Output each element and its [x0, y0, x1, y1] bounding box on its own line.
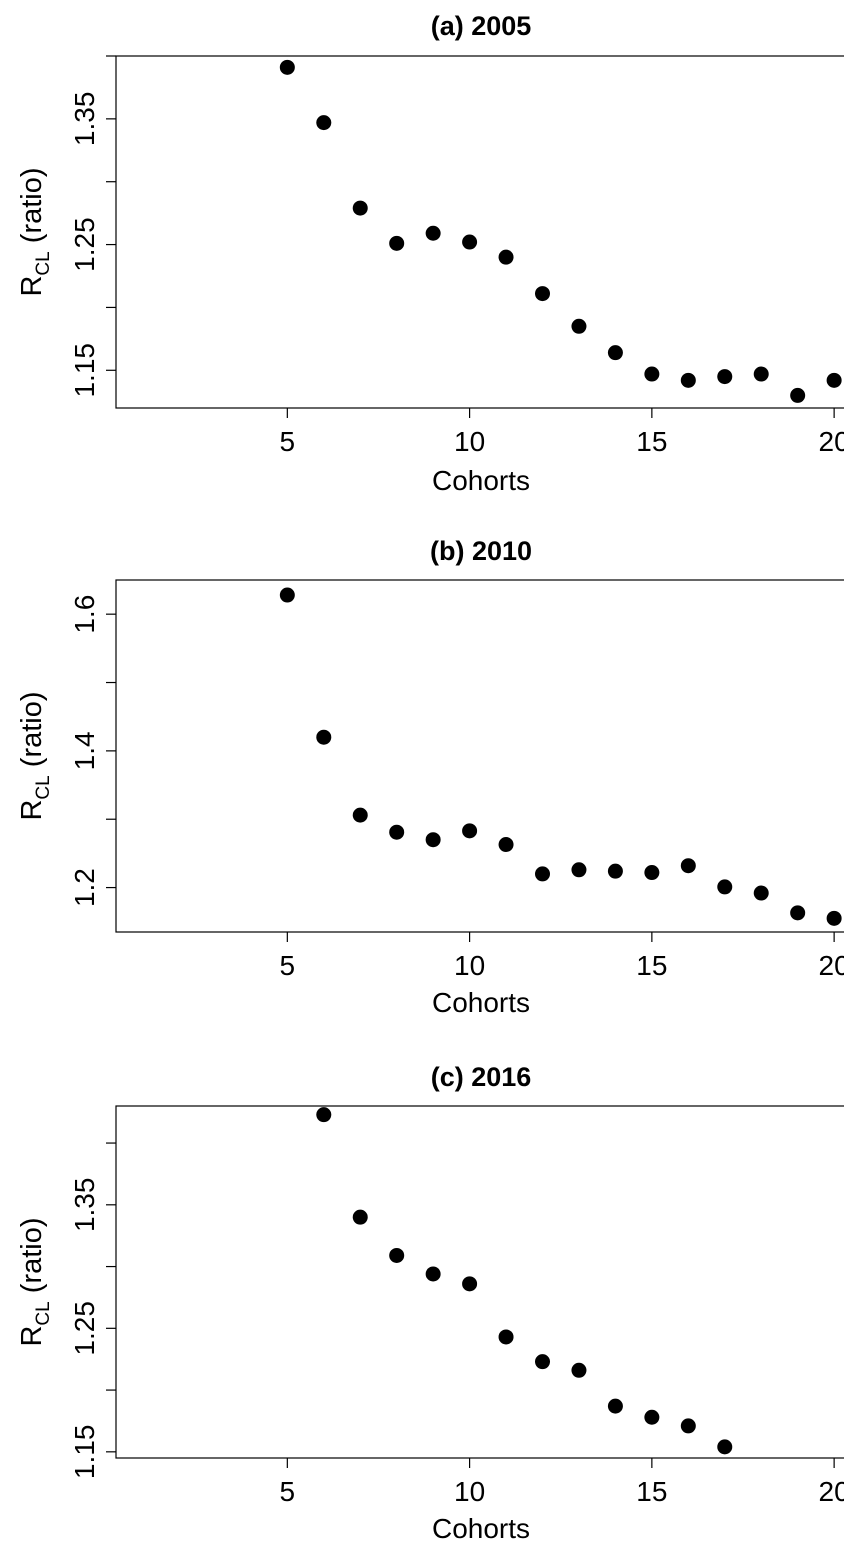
panel-b-y-axis-label-main: R [16, 800, 48, 821]
panel-b-data-point [571, 862, 587, 878]
panel-a-data-point [279, 59, 295, 75]
panel-c-title: (c) 2016 [431, 1062, 532, 1092]
panel-b-data-point [535, 866, 551, 882]
panel-c-y-ticks: 1.15 1.25 1.35 [69, 1142, 116, 1480]
panel-c-y-axis-label-sub: CL [33, 1301, 54, 1325]
panel-a-data-point [462, 234, 478, 250]
panel-a-x-ticks: 5 10 15 20 [280, 408, 844, 457]
panel-c-x-tick-label: 10 [454, 1476, 485, 1507]
panel-b-data-point [316, 729, 332, 745]
panel-b-x-tick-label: 10 [454, 950, 485, 981]
panel-b-x-tick-label: 15 [636, 950, 667, 981]
panel-c-x-tick-label: 5 [280, 1476, 296, 1507]
panel-a-points [279, 59, 842, 403]
panel-a-y-tick-label: 1.25 [69, 217, 100, 271]
panel-c-x-tick-label: 15 [636, 1476, 667, 1507]
panel-b-data-point [498, 837, 514, 853]
panel-c-data-point [425, 1266, 441, 1282]
panel-c-data-point [607, 1398, 623, 1414]
panel-b-y-axis-label: RCL (ratio) [16, 691, 54, 820]
panel-a-data-point [753, 366, 769, 382]
panel-c-data-point [316, 1107, 332, 1123]
panel-c-y-tick-label: 1.25 [69, 1301, 100, 1356]
panel-a-y-ticks: 1.15 1.25 1.35 [69, 55, 116, 398]
panel-b-y-tick-label: 1.4 [69, 731, 100, 770]
panel-c-y-tick-label: 1.35 [69, 1178, 100, 1233]
panel-a-x-axis-label: Cohorts [432, 465, 530, 496]
panel-b-data-point [644, 865, 660, 881]
panel-b-y-ticks: 1.2 1.4 1.6 [69, 595, 116, 907]
panel-a-data-point [717, 369, 733, 385]
panel-a: (a) 2005 5 10 15 20 1.15 1.25 1.35 Cohorts RC… [16, 11, 844, 496]
panel-a-data-point [790, 387, 806, 403]
panel-b-title: (b) 2010 [430, 536, 532, 566]
panel-b-x-tick-label: 20 [819, 950, 844, 981]
panel-a-y-tick-label: 1.15 [69, 343, 100, 398]
panel-c-data-point [498, 1329, 514, 1345]
panel-b-data-point [753, 885, 769, 901]
panel-a-plot-frame [115, 55, 844, 409]
panel-a-data-point [316, 115, 332, 131]
panel-c-data-point [644, 1409, 660, 1425]
panel-c-x-ticks: 5 10 15 20 [280, 1458, 844, 1507]
panel-c-x-tick-label: 20 [819, 1476, 844, 1507]
panel-a-data-point [644, 366, 660, 382]
panel-c-y-axis-label: RCL (ratio) [16, 1217, 54, 1346]
panel-a-data-point [607, 345, 623, 361]
panel-b-y-tick-label: 1.6 [69, 595, 100, 634]
panel-b-plot-frame [115, 579, 844, 933]
panel-c-plot-frame [115, 1105, 844, 1459]
panel-b-data-point [425, 832, 441, 848]
panel-c-x-axis-label: Cohorts [432, 1513, 530, 1544]
panel-a-y-tick-label: 1.35 [69, 92, 100, 147]
panel-b-y-axis-label-suffix: (ratio) [16, 691, 48, 775]
panel-c-data-point [571, 1362, 587, 1378]
panel-b-data-point [279, 587, 295, 603]
panel-c-data-point [462, 1276, 478, 1292]
panel-c-data-point [680, 1418, 696, 1434]
panel-a-data-point [571, 318, 587, 334]
panel-c: (c) 2016 5 10 15 20 1.15 1.25 1.35 Cohorts RC… [16, 1062, 844, 1544]
panel-a-data-point [680, 372, 696, 388]
panel-c-y-axis-label-main: R [16, 1326, 48, 1347]
panel-c-data-point [389, 1247, 405, 1263]
panel-a-title: (a) 2005 [431, 11, 532, 41]
panel-a-data-point [352, 200, 368, 216]
panel-b-data-point [462, 823, 478, 839]
panel-b-data-point [680, 858, 696, 874]
panel-a-x-tick-label: 15 [636, 426, 667, 457]
panel-a-y-axis-label-suffix: (ratio) [16, 167, 48, 251]
panel-c-y-tick-label: 1.15 [69, 1425, 100, 1480]
panel-c-y-axis-label-suffix: (ratio) [16, 1217, 48, 1301]
panel-a-x-tick-label: 20 [819, 426, 844, 457]
panel-a-y-axis-label: RCL (ratio) [16, 167, 54, 296]
panel-b-x-ticks: 5 10 15 20 [280, 932, 844, 981]
panel-a-data-point [389, 235, 405, 251]
panel-b-data-point [389, 824, 405, 840]
panel-c-data-point [717, 1439, 733, 1455]
panel-a-data-point [498, 249, 514, 265]
panel-c-points [316, 1107, 733, 1455]
panel-a-x-tick-label: 10 [454, 426, 485, 457]
panel-a-x-tick-label: 5 [280, 426, 296, 457]
panel-a-data-point [425, 225, 441, 241]
panel-c-data-point [352, 1209, 368, 1225]
panel-b-x-axis-label: Cohorts [432, 987, 530, 1018]
panel-b-y-axis-label-sub: CL [33, 775, 54, 799]
panel-b-x-tick-label: 5 [280, 950, 296, 981]
panel-b: (b) 2010 5 10 15 20 1.2 1.4 1.6 Cohorts RCL (… [16, 536, 844, 1018]
panel-c-data-point [535, 1354, 551, 1370]
panel-b-data-point [826, 910, 842, 926]
panel-b-data-point [352, 807, 368, 823]
panel-a-data-point [826, 372, 842, 388]
panel-a-data-point [535, 286, 551, 302]
panel-b-points [279, 587, 842, 926]
panel-a-y-axis-label-sub: CL [33, 251, 54, 275]
panel-b-data-point [790, 905, 806, 921]
panel-b-y-tick-label: 1.2 [69, 868, 100, 907]
panel-b-data-point [717, 879, 733, 895]
panel-a-y-axis-label-main: R [16, 276, 48, 297]
panel-b-data-point [607, 863, 623, 879]
